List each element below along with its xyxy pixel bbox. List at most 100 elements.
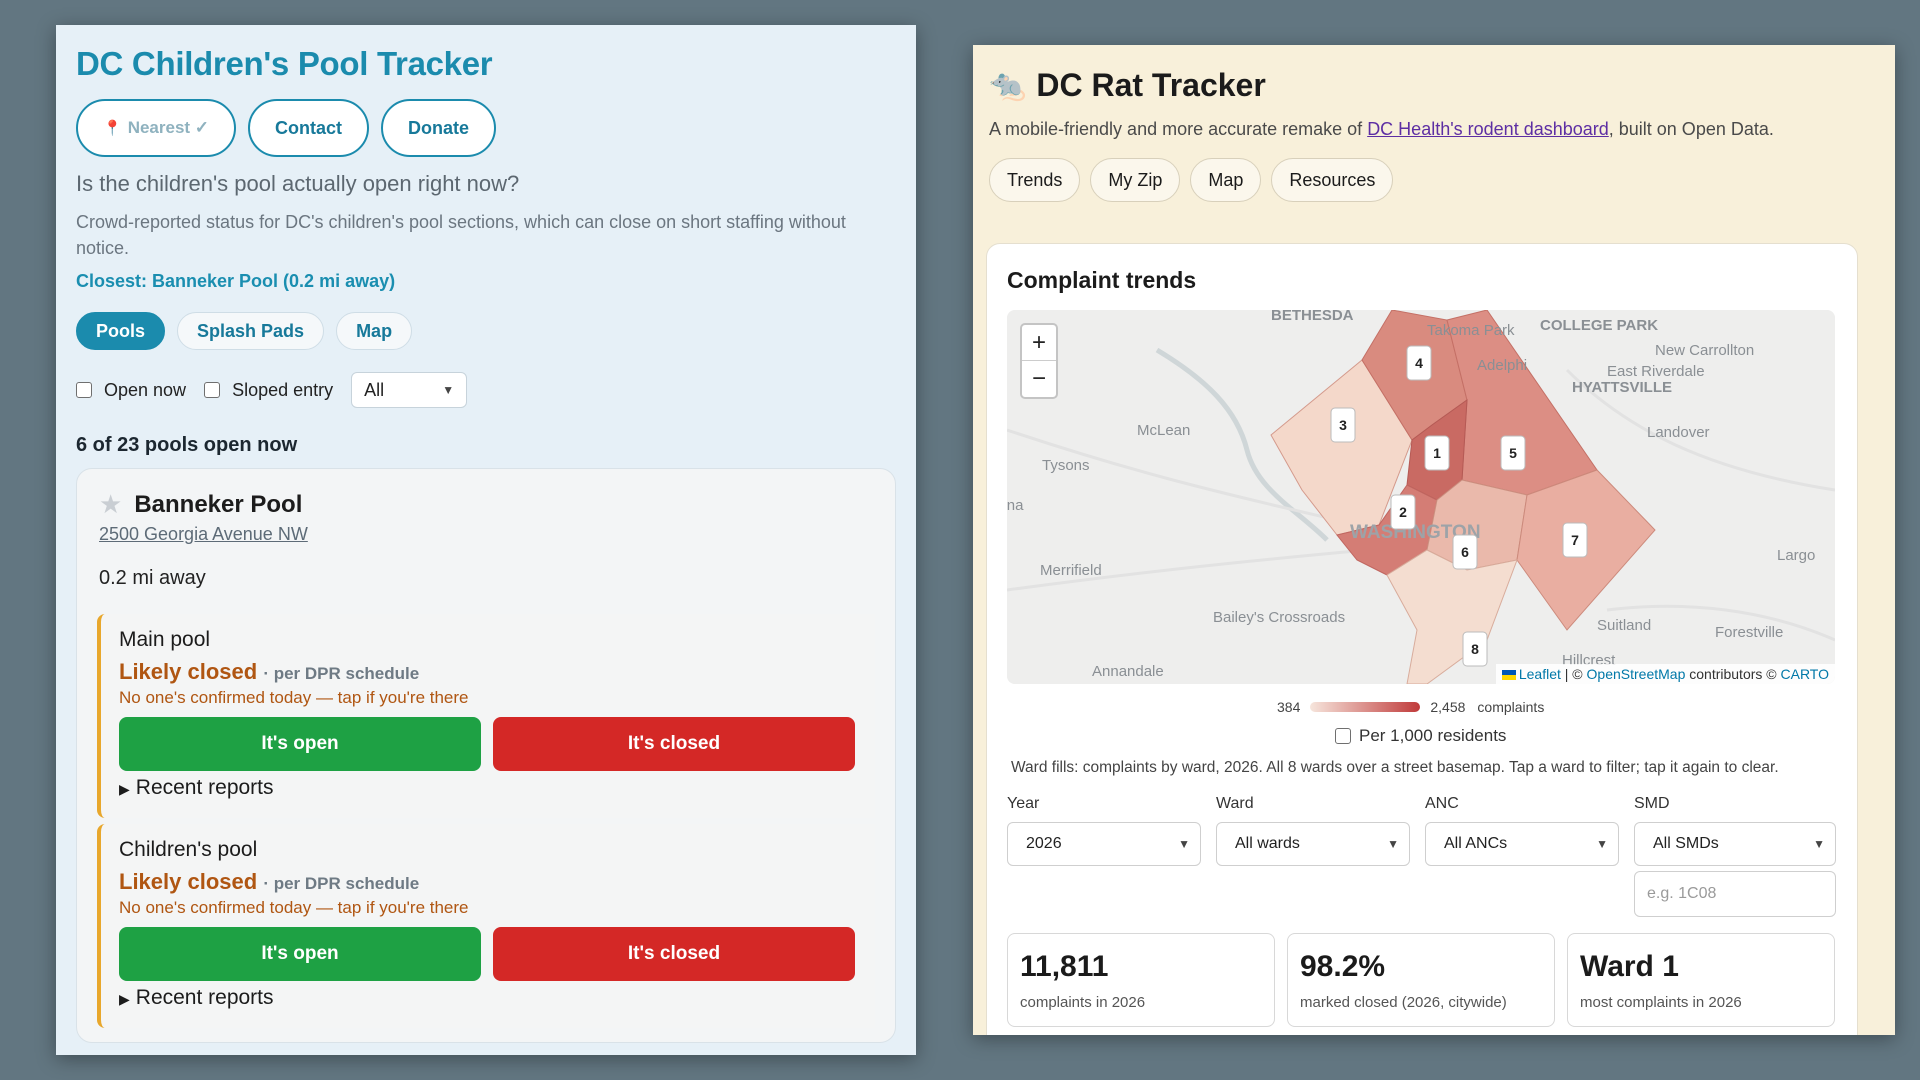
ward-marker-3[interactable]: 3 (1330, 407, 1356, 443)
nearest-button[interactable]: 📍 Nearest ✓ (76, 99, 237, 157)
pin-icon: 📍 (103, 120, 122, 137)
ward-marker-5[interactable]: 5 (1500, 435, 1526, 471)
card-title: Complaint trends (1007, 267, 1197, 293)
nav-my-zip[interactable]: My Zip (1090, 158, 1181, 202)
rat-nav: Trends My Zip Map Resources (989, 158, 1394, 202)
pool-card-header: ★ Banneker Pool (99, 489, 302, 520)
section-title: Main pool (119, 628, 211, 651)
year-label: Year (1007, 795, 1040, 812)
report-open-button[interactable]: It's open (119, 927, 481, 981)
donate-button[interactable]: Donate (381, 99, 497, 157)
recent-reports-toggle[interactable]: ▶ Recent reports (119, 986, 274, 1010)
sloped-entry-checkbox[interactable] (204, 382, 221, 398)
report-closed-button[interactable]: It's closed (493, 927, 855, 981)
anc-value: All ANCs (1444, 835, 1508, 852)
ward-label-8: 8 (1471, 641, 1479, 657)
ward-marker-1[interactable]: 1 (1424, 435, 1450, 471)
ward-marker-2[interactable]: 2 (1390, 494, 1416, 530)
status-source: · per DPR schedule (263, 874, 420, 893)
subtitle: A mobile-friendly and more accurate rema… (989, 119, 1774, 140)
pool-address-link[interactable]: 2500 Georgia Avenue NW (99, 524, 308, 544)
status-text: Likely closed (119, 659, 258, 684)
favorite-star-icon[interactable]: ★ (99, 489, 123, 519)
color-legend: 384 2,458 complaints (1277, 699, 1544, 715)
map-label-washington: WASHINGTON (1350, 522, 1481, 543)
leaflet-link[interactable]: Leaflet (1518, 666, 1561, 682)
ward-map[interactable]: BETHESDA Takoma Park COLLEGE PARK New Ca… (1007, 310, 1835, 684)
chevron-down-icon: ▼ (1596, 837, 1608, 851)
legend-unit: complaints (1477, 699, 1545, 715)
page-title: DC Rat Tracker (1036, 67, 1266, 103)
chevron-down-icon: ▼ (1387, 837, 1399, 851)
area-select-value: All (364, 379, 385, 400)
map-label-baileys-crossroads: Bailey's Crossroads (1213, 609, 1345, 626)
recent-reports-label: Recent reports (135, 986, 274, 1009)
stat-total-complaints: 11,811 complaints in 2026 (1007, 933, 1275, 1027)
rat-title: 🐀 DC Rat Tracker (989, 67, 1266, 104)
tab-map[interactable]: Map (336, 312, 413, 350)
ward-label-7: 7 (1571, 532, 1579, 548)
disclosure-triangle-icon: ▶ (119, 991, 130, 1007)
nav-map[interactable]: Map (1190, 158, 1262, 202)
smd-value: All SMDs (1653, 835, 1719, 852)
recent-reports-toggle[interactable]: ▶ Recent reports (119, 776, 274, 800)
sloped-entry-label: Sloped entry (232, 379, 334, 400)
map-label-mclean: McLean (1137, 422, 1190, 439)
ward-marker-6[interactable]: 6 (1452, 534, 1478, 570)
subtitle-pre: A mobile-friendly and more accurate rema… (989, 119, 1368, 139)
pool-distance: 0.2 mi away (99, 567, 206, 589)
question-text: Is the children's pool actually open rig… (76, 171, 520, 196)
report-open-button[interactable]: It's open (119, 717, 481, 771)
nav-trends[interactable]: Trends (989, 158, 1081, 202)
section-status: Likely closed · per DPR schedule (119, 659, 419, 685)
osm-link[interactable]: OpenStreetMap (1586, 666, 1686, 682)
report-closed-button[interactable]: It's closed (493, 717, 855, 771)
open-now-label: Open now (104, 379, 187, 400)
year-value: 2026 (1026, 835, 1062, 852)
zoom-in-button[interactable]: + (1022, 325, 1056, 361)
nav-resources[interactable]: Resources (1271, 158, 1394, 202)
pool-section-children: Children's pool Likely closed · per DPR … (97, 824, 875, 1028)
pool-nav: 📍 Nearest ✓ Contact Donate (76, 99, 896, 157)
tab-pools[interactable]: Pools (76, 312, 166, 350)
ward-marker-8[interactable]: 8 (1462, 631, 1488, 667)
map-label-hyattsville: HYATTSVILLE (1572, 379, 1672, 396)
per-1000-label: Per 1,000 residents (1359, 726, 1507, 745)
stat-label: complaints in 2026 (1020, 994, 1146, 1011)
legend-gradient (1310, 702, 1421, 712)
contact-button[interactable]: Contact (248, 99, 370, 157)
stat-value: 98.2% (1300, 950, 1386, 983)
open-now-checkbox[interactable] (76, 382, 92, 398)
ward-label-1: 1 (1433, 445, 1441, 461)
ward-marker-7[interactable]: 7 (1562, 522, 1588, 558)
ward-label-6: 6 (1461, 544, 1469, 560)
smd-select[interactable]: All SMDs ▼ (1634, 822, 1836, 866)
map-label-takoma-park: Takoma Park (1427, 322, 1515, 339)
ward-value: All wards (1235, 835, 1300, 852)
per-1000-checkbox[interactable] (1335, 728, 1351, 744)
zoom-out-button[interactable]: − (1031, 365, 1046, 392)
ward-select[interactable]: All wards ▼ (1216, 822, 1410, 866)
map-canvas[interactable]: BETHESDA Takoma Park COLLEGE PARK New Ca… (1007, 310, 1835, 684)
ward-marker-4[interactable]: 4 (1406, 345, 1432, 381)
ukraine-flag-icon (1501, 670, 1516, 680)
attribution-mid: contributors © (1685, 666, 1781, 682)
carto-link[interactable]: CARTO (1780, 666, 1830, 682)
stat-value: Ward 1 (1580, 950, 1679, 983)
section-note: No one's confirmed today — tap if you're… (119, 898, 469, 917)
rodent-dashboard-link[interactable]: DC Health's rodent dashboard (1367, 119, 1609, 139)
anc-select[interactable]: All ANCs ▼ (1425, 822, 1619, 866)
subtitle-post: , built on Open Data. (1608, 119, 1774, 139)
smd-search-input[interactable]: e.g. 1C08 (1634, 871, 1836, 917)
area-select[interactable]: All ▼ (351, 372, 468, 408)
stat-value: 11,811 (1020, 950, 1109, 983)
open-count-text: 6 of 23 pools open now (76, 434, 298, 456)
map-label-bethesda: BETHESDA (1271, 310, 1354, 324)
tab-splash-pads[interactable]: Splash Pads (177, 312, 325, 350)
map-attribution: Leaflet | © OpenStreetMap contributors ©… (1495, 664, 1835, 684)
pool-tracker-window: DC Children's Pool Tracker 📍 Nearest ✓ C… (56, 25, 916, 1055)
year-select[interactable]: 2026 ▼ (1007, 822, 1201, 866)
pool-section-main: Main pool Likely closed · per DPR schedu… (97, 614, 875, 818)
chevron-down-icon: ▼ (1813, 837, 1825, 851)
ward-label-4: 4 (1415, 355, 1423, 371)
